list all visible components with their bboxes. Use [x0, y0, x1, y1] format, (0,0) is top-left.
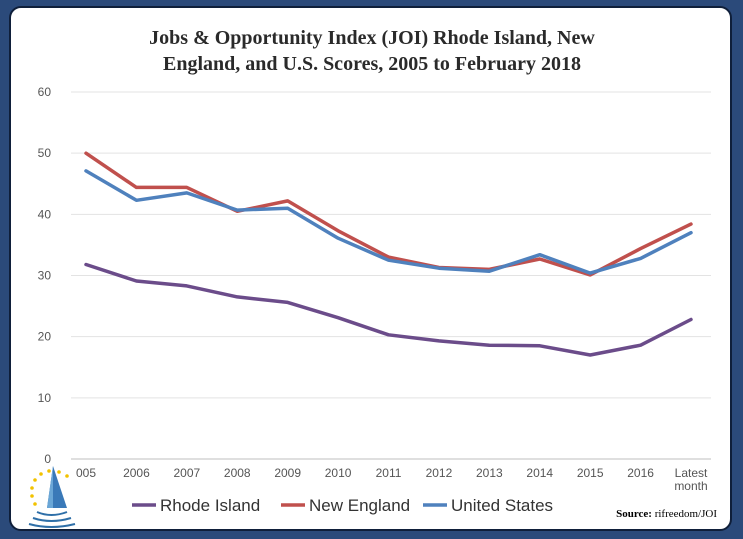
x-tick-label: 2013 [476, 466, 503, 480]
x-tick-label: 2007 [173, 466, 200, 480]
x-axis-ticks: 005 2006 2007 2008 2009 2010 2011 2012 2013 2014 2… [76, 466, 708, 493]
sailboat-stars-logo [28, 466, 76, 528]
gridlines [71, 91, 711, 460]
chart-title: Jobs & Opportunity Index (JOI) Rhode Isl… [149, 27, 595, 75]
y-tick-label: 10 [38, 391, 52, 405]
x-tick-label: 005 [76, 466, 96, 480]
series-line-rhode-island [84, 262, 693, 357]
y-tick-label: 40 [38, 207, 52, 221]
y-tick-label: 50 [38, 146, 52, 160]
x-tick-label: 2010 [325, 466, 352, 480]
source-text: rifreedom/JOI [652, 508, 717, 520]
x-tick-label: 2008 [224, 466, 251, 480]
x-tick-label: 2014 [526, 466, 553, 480]
chart-title-line-2: England, and U.S. Scores, 2005 to Februa… [163, 53, 581, 75]
x-tick-label: 2016 [627, 466, 654, 480]
source-note: Source: rifreedom/JOI [616, 508, 717, 520]
line-chart: Jobs & Opportunity Index (JOI) Rhode Isl… [28, 27, 717, 528]
legend-label: United States [451, 496, 553, 515]
x-tick-label: 2011 [376, 466, 402, 480]
source-label: Source: [616, 508, 652, 520]
legend-label: New England [309, 496, 410, 515]
chart-frame: Jobs & Opportunity Index (JOI) Rhode Isl… [9, 6, 732, 531]
svg-text:Source: rifreedom/JOI: Source: rifreedom/JOI [616, 508, 717, 520]
series-line-new-england [84, 151, 693, 277]
x-tick-label: Latest month [674, 466, 708, 493]
series-line-united-states [84, 169, 693, 275]
x-tick-label: 2006 [123, 466, 150, 480]
legend: Rhode Island New England United States [132, 496, 553, 515]
legend-label: Rhode Island [160, 496, 260, 515]
chart-title-line-1: Jobs & Opportunity Index (JOI) Rhode Isl… [149, 27, 595, 49]
y-tick-label: 60 [38, 85, 52, 99]
y-axis-ticks: 0 10 20 30 40 50 60 [38, 85, 52, 466]
y-tick-label: 20 [38, 330, 52, 344]
x-tick-label: 2012 [426, 466, 453, 480]
y-tick-label: 0 [44, 452, 51, 466]
x-tick-label: 2009 [274, 466, 301, 480]
x-tick-label: 2015 [577, 466, 604, 480]
series-lines [84, 151, 693, 357]
y-tick-label: 30 [38, 269, 52, 283]
